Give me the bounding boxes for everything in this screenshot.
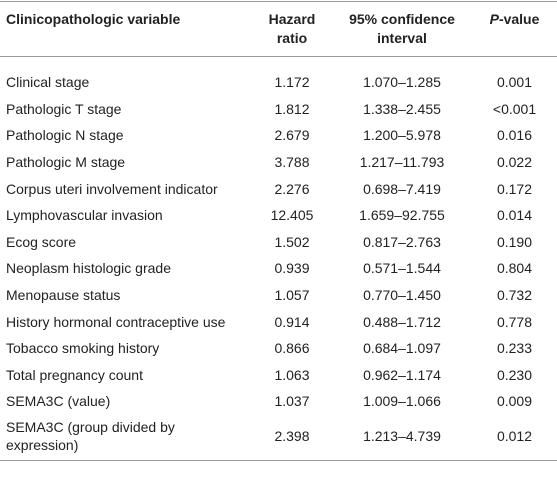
value-cell: 0.866 bbox=[274, 340, 310, 357]
header-row: Clinicopathologic variable Hazard ratio 95… bbox=[0, 1, 557, 57]
table-row: Tobacco smoking history 0.866 0.684–1.097 0… bbox=[0, 335, 557, 362]
value-cell: 0.778 bbox=[496, 313, 533, 330]
table-row: SEMA3C (value) 1.037 1.009–1.066 0.009 bbox=[0, 388, 557, 415]
variable-cell: Total pregnancy count bbox=[6, 366, 143, 383]
table-row: Menopause status 1.057 0.770–1.450 0.732 bbox=[0, 282, 557, 309]
value-cell: 0.190 bbox=[496, 233, 533, 250]
value-cell: 0.016 bbox=[496, 127, 533, 144]
table-row: Pathologic N stage 2.679 1.200–5.978 0.016 bbox=[0, 122, 557, 149]
variable-cell: Menopause status bbox=[6, 287, 121, 304]
value-cell: 0.001 bbox=[496, 74, 533, 91]
header-cell: 95% confidence interval bbox=[349, 11, 455, 46]
header-cell: Hazard ratio bbox=[268, 11, 316, 46]
table-row: History hormonal contraceptive use 0.914 0… bbox=[0, 308, 557, 335]
value-cell: 0.684–1.097 bbox=[363, 340, 441, 357]
variable-cell: Lymphovascular invasion bbox=[6, 207, 163, 224]
table-row: SEMA3C (group divided by expression) 2.39… bbox=[0, 415, 557, 461]
value-cell: 0.488–1.712 bbox=[363, 313, 441, 330]
value-cell: 1.172 bbox=[274, 74, 310, 91]
variable-cell: History hormonal contraceptive use bbox=[6, 313, 226, 330]
value-cell: 0.698–7.419 bbox=[363, 180, 441, 197]
value-cell: 1.213–4.739 bbox=[363, 427, 441, 444]
value-cell: 0.233 bbox=[496, 340, 533, 357]
table-row: Lymphovascular invasion 12.405 1.659–92.75… bbox=[0, 202, 557, 229]
value-cell: 2.276 bbox=[274, 180, 310, 197]
value-cell: <0.001 bbox=[492, 100, 537, 117]
value-cell: 0.732 bbox=[496, 287, 533, 304]
value-cell: 1.070–1.285 bbox=[363, 74, 441, 91]
table-body: Clinical stage 1.172 1.070–1.285 0.001 Patho… bbox=[0, 57, 557, 461]
variable-cell: Tobacco smoking history bbox=[6, 340, 160, 357]
variable-cell: SEMA3C (group divided by expression) bbox=[6, 418, 175, 453]
value-cell: 2.679 bbox=[274, 127, 310, 144]
value-cell: 0.571–1.544 bbox=[363, 260, 441, 277]
value-cell: 3.788 bbox=[274, 154, 310, 171]
value-cell: 0.817–2.763 bbox=[363, 233, 441, 250]
value-cell: 0.022 bbox=[496, 154, 533, 171]
table-row: Pathologic M stage 3.788 1.217–11.793 0.022 bbox=[0, 149, 557, 176]
value-cell: 0.962–1.174 bbox=[363, 366, 441, 383]
value-cell: 0.009 bbox=[496, 393, 533, 410]
value-cell: 0.770–1.450 bbox=[363, 287, 441, 304]
value-cell: 0.172 bbox=[496, 180, 533, 197]
table-row: Pathologic T stage 1.812 1.338–2.455 <0.001 bbox=[0, 96, 557, 123]
value-cell: 2.398 bbox=[274, 427, 310, 444]
value-cell: 12.405 bbox=[270, 207, 314, 224]
value-cell: 0.230 bbox=[496, 366, 533, 383]
value-cell: 1.659–92.755 bbox=[359, 207, 445, 224]
header-cell: Clinicopathologic variable bbox=[6, 11, 181, 27]
table-row: Ecog score 1.502 0.817–2.763 0.190 bbox=[0, 229, 557, 256]
value-cell: 1.009–1.066 bbox=[363, 393, 441, 410]
variable-cell: Pathologic M stage bbox=[6, 154, 126, 171]
header-cell: P-value bbox=[489, 11, 540, 27]
variable-cell: Ecog score bbox=[6, 233, 77, 250]
table-row: Total pregnancy count 1.063 0.962–1.174 0.2… bbox=[0, 362, 557, 389]
value-cell: 0.014 bbox=[496, 207, 533, 224]
value-cell: 1.037 bbox=[274, 393, 310, 410]
value-cell: 1.812 bbox=[274, 100, 310, 117]
value-cell: 1.338–2.455 bbox=[363, 100, 441, 117]
value-cell: 1.063 bbox=[274, 366, 310, 383]
value-cell: 0.914 bbox=[274, 313, 310, 330]
variable-cell: Pathologic T stage bbox=[6, 100, 122, 117]
table-row: Corpus uteri involvement indicator 2.276 0… bbox=[0, 175, 557, 202]
value-cell: 1.200–5.978 bbox=[363, 127, 441, 144]
value-cell: 0.939 bbox=[274, 260, 310, 277]
table-row: Neoplasm histologic grade 0.939 0.571–1.54… bbox=[0, 255, 557, 282]
value-cell: 1.502 bbox=[274, 233, 310, 250]
variable-cell: SEMA3C (value) bbox=[6, 393, 111, 410]
value-cell: 1.217–11.793 bbox=[359, 154, 445, 171]
results-table: Clinicopathologic variable Hazard ratio 95… bbox=[0, 1, 557, 461]
variable-cell: Pathologic N stage bbox=[6, 127, 124, 144]
value-cell: 1.057 bbox=[274, 287, 310, 304]
variable-cell: Clinical stage bbox=[6, 74, 90, 91]
variable-cell: Neoplasm histologic grade bbox=[6, 260, 171, 277]
table-row: Clinical stage 1.172 1.070–1.285 0.001 bbox=[0, 57, 557, 96]
value-cell: 0.804 bbox=[496, 260, 533, 277]
value-cell: 0.012 bbox=[496, 427, 533, 444]
variable-cell: Corpus uteri involvement indicator bbox=[6, 180, 218, 197]
